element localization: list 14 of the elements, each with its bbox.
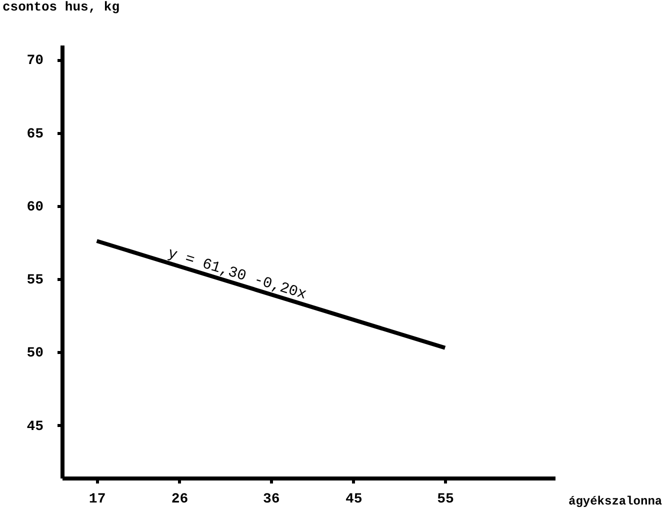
y-tick-label: 70 bbox=[26, 53, 44, 70]
x-tick-label: 36 bbox=[263, 492, 280, 508]
x-tick-label: 26 bbox=[171, 492, 188, 508]
x-tick-label: 55 bbox=[437, 492, 454, 508]
y-axis-title: csontos hus, kg bbox=[2, 0, 120, 14]
y-tick-label: 45 bbox=[26, 418, 44, 435]
x-axis-title: ágyékszalonna bbox=[568, 494, 662, 508]
y-tick-label: 55 bbox=[26, 272, 44, 289]
x-tick-label: 45 bbox=[345, 492, 362, 508]
y-tick-label: 65 bbox=[26, 126, 44, 142]
y-tick-label: 60 bbox=[26, 199, 44, 216]
annotation: y = 61,30 -0,20x bbox=[166, 245, 308, 304]
y-tick-label: 50 bbox=[26, 346, 44, 362]
x-tick-label: 17 bbox=[88, 492, 106, 508]
